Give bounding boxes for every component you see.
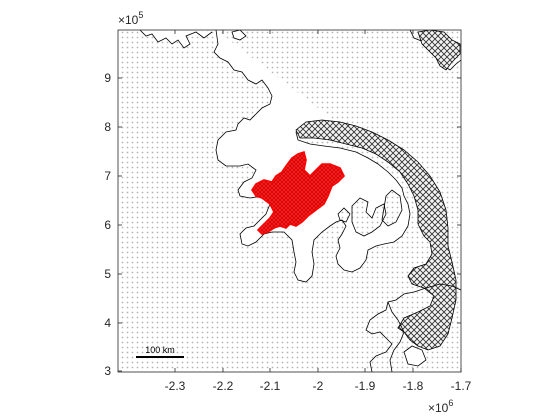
x-tick-label: -2 [313, 379, 324, 393]
x-multiplier-exponent: 6 [448, 398, 453, 408]
y-tick-label: 9 [104, 71, 111, 85]
island-1 [403, 345, 427, 367]
x-axis-multiplier: ×106 [428, 398, 453, 415]
x-tick-label: -2.3 [165, 379, 186, 393]
coastline-lower-right [365, 283, 461, 372]
x-multiplier-base: ×10 [428, 401, 449, 415]
inner-inlet-2 [381, 189, 403, 227]
x-tick-label: -2.1 [260, 379, 281, 393]
y-tick-label: 8 [104, 120, 111, 134]
plot-area: 100 km [117, 29, 462, 373]
x-tick-label: -1.8 [403, 379, 424, 393]
y-axis-multiplier: ×105 [118, 10, 143, 27]
hatched-region [295, 119, 457, 351]
axes-box [117, 29, 462, 373]
y-tick-label: 5 [104, 267, 111, 281]
scale-bar-label: 100 km [145, 345, 175, 355]
y-tick-label: 7 [104, 169, 111, 183]
y-tick-labels: 3 4 5 6 7 8 9 [104, 71, 111, 378]
y-tick-label: 4 [104, 316, 111, 330]
red-highlight-region [251, 150, 345, 235]
coastline-top [139, 30, 213, 49]
scale-bar: 100 km [136, 345, 184, 358]
x-ticks [174, 30, 462, 372]
y-ticks [118, 77, 461, 372]
x-tick-labels: -2.3 -2.2 -2.1 -2 -1.9 -1.8 -1.7 [165, 379, 472, 393]
hatched-top-right [417, 30, 461, 71]
inner-inlet-3 [337, 207, 351, 223]
x-tick-label: -1.7 [451, 379, 472, 393]
x-tick-label: -2.2 [213, 379, 234, 393]
y-tick-label: 6 [104, 218, 111, 232]
y-tick-label: 3 [104, 364, 111, 378]
x-tick-label: -1.9 [355, 379, 376, 393]
y-multiplier-base: ×10 [118, 13, 139, 27]
y-multiplier-exponent: 5 [138, 10, 143, 20]
